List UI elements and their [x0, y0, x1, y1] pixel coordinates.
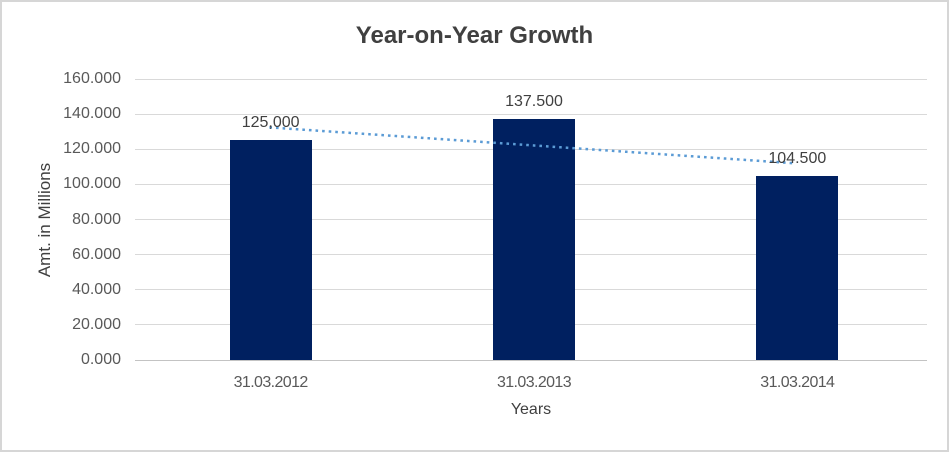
y-tick-label: 60.000 [72, 245, 121, 263]
chart-title: Year-on-Year Growth [355, 22, 594, 49]
bar [756, 176, 839, 360]
gridline [135, 78, 927, 80]
y-tick-label: 20.000 [72, 315, 121, 333]
y-tick-label: 80.000 [72, 210, 121, 228]
x-axis-line [135, 359, 927, 361]
x-axis-title: Years [510, 401, 552, 418]
y-tick-label: 100.000 [63, 175, 121, 193]
y-tick-label: 160.000 [63, 70, 121, 87]
y-tick-label: 0.000 [80, 351, 121, 368]
y-tick-label: 120.000 [63, 140, 121, 158]
bar [229, 140, 312, 360]
bar-data-label: 125,000 [241, 114, 300, 132]
x-tick-label: 31.03.2013 [496, 374, 572, 391]
y-tick-label: 140.000 [63, 105, 121, 123]
bar [493, 118, 575, 360]
gridline [135, 113, 927, 115]
y-tick-label: 40.000 [72, 280, 121, 298]
bar-data-label: 137.500 [505, 92, 563, 110]
bar-data-label: 104.500 [768, 150, 827, 168]
x-tick-label: 31.03.2014 [760, 374, 835, 391]
x-tick-label: 31.03.2012 [233, 374, 309, 391]
